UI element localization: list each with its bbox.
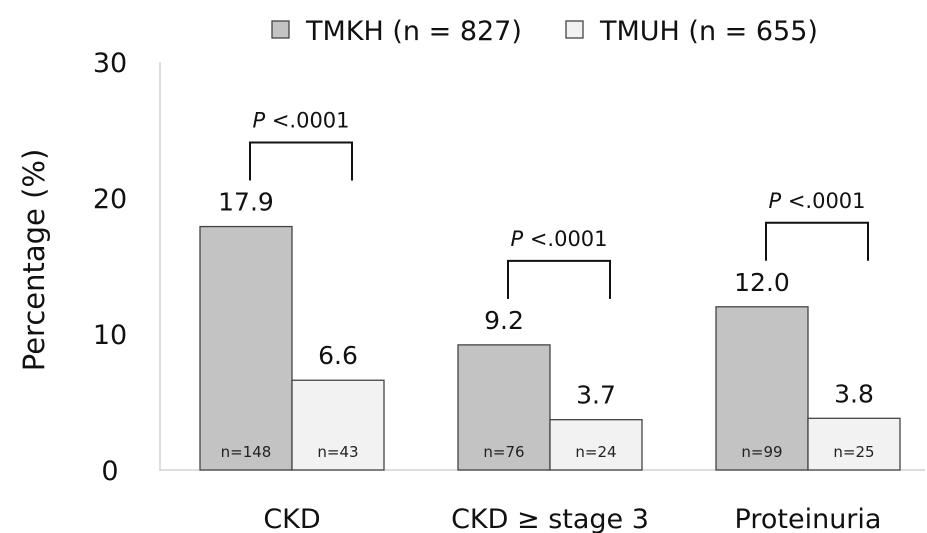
x-category-label: CKD ≥ stage 3 [451,504,649,533]
legend-label: TMKH (n = 827) [305,16,522,47]
bar-value-label: 12.0 [734,268,790,297]
p-value-label: P <.0001 [768,189,865,213]
significance-annotations: P <.0001 P <.0001 P <.0001 [249,109,869,299]
bar-value-label: 17.9 [218,188,274,217]
legend-label: TMUH (n = 655) [599,16,818,47]
x-category-label: Proteinuria [735,504,882,533]
bar [715,306,809,471]
bar [549,419,643,471]
bar [457,344,551,471]
x-axis-categories: CKD CKD ≥ stage 3 Proteinuria [263,504,881,533]
significance-bracket [507,259,611,299]
bar-count-label: n=99 [741,443,782,461]
bar [807,417,901,471]
y-tick-label: 20 [93,184,127,215]
legend: TMKH (n = 827) TMUH (n = 655) [271,16,818,47]
y-tick-label: 0 [101,456,118,487]
significance-bracket [765,221,869,261]
bar-value-label: 6.6 [318,341,358,370]
x-category-label: CKD [263,504,320,533]
bars: 17.9 n=148 6.6 n=43 9.2 n=76 3.7 n=24 12.0 n=99 3.… [199,188,901,471]
y-axis-label: Percentage (%) [17,149,51,372]
bar-count-label: n=76 [483,443,524,461]
bar-count-label: n=43 [317,443,358,461]
y-axis-ticks: 0 10 20 30 [93,48,127,487]
legend-swatch [565,20,584,39]
y-tick-label: 30 [93,48,127,79]
bar-count-label: n=148 [221,443,272,461]
bar [291,379,385,471]
significance-bracket [249,141,353,181]
bar-count-label: n=24 [575,443,616,461]
bar-value-label: 3.7 [576,381,616,410]
legend-swatch [271,20,290,39]
p-value-label: P <.0001 [252,109,349,133]
y-tick-label: 10 [93,320,127,351]
bar-count-label: n=25 [833,443,874,461]
bar [199,225,293,471]
bar-value-label: 3.8 [834,379,874,408]
p-value-label: P <.0001 [510,227,607,251]
bar-value-label: 9.2 [484,306,524,335]
